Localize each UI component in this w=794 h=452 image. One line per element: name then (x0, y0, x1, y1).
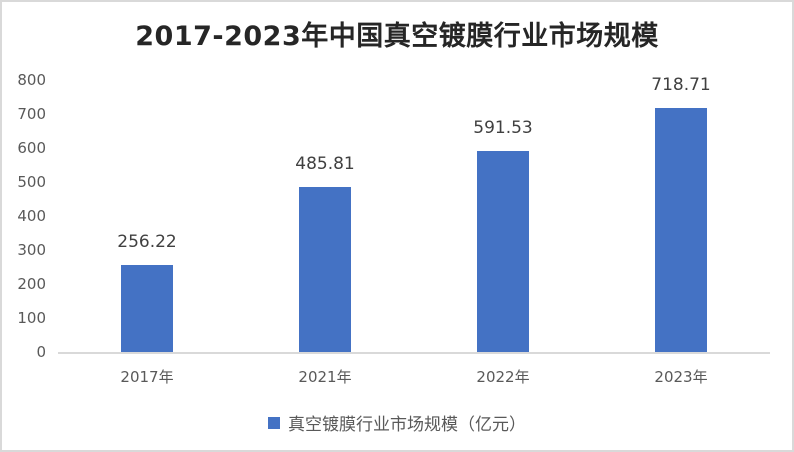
x-tick-label: 2021年 (298, 368, 352, 386)
bar (121, 264, 173, 352)
y-tick-label: 200 (17, 275, 46, 293)
legend-label: 真空镀膜行业市场规模（亿元） (288, 415, 526, 435)
chart-title: 2017-2023年中国真空镀膜行业市场规模 (135, 21, 659, 52)
data-label: 485.81 (295, 153, 355, 174)
legend: 真空镀膜行业市场规模（亿元） (0, 410, 794, 435)
legend-swatch-icon (268, 416, 280, 429)
y-tick-label: 500 (17, 173, 46, 191)
bar (655, 107, 707, 352)
y-tick-label: 800 (17, 71, 46, 89)
data-label: 591.53 (473, 117, 533, 138)
x-tick-label: 2017年 (120, 368, 174, 386)
y-tick-label: 300 (17, 241, 46, 259)
y-tick-label: 0 (36, 343, 46, 361)
bar (477, 150, 529, 352)
y-tick-label: 700 (17, 105, 46, 123)
x-axis-line (58, 352, 770, 354)
data-label: 256.22 (117, 231, 177, 252)
y-tick-label: 400 (17, 207, 46, 225)
y-tick-label: 100 (17, 309, 46, 327)
x-tick-label: 2023年 (654, 368, 708, 386)
y-tick-label: 600 (17, 139, 46, 157)
x-tick-label: 2022年 (476, 368, 530, 386)
bar (299, 186, 351, 352)
data-label: 718.71 (651, 74, 711, 95)
